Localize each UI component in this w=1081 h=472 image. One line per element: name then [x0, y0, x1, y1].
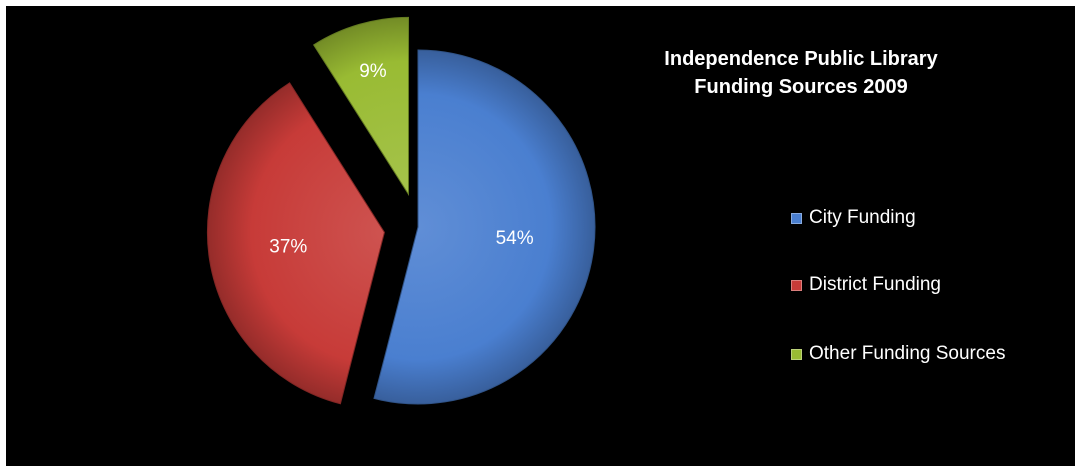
legend-item-district-funding: District Funding [791, 273, 941, 297]
legend-swatch-other-funding [791, 348, 802, 360]
chart-title-line-1: Independence Public Library [664, 48, 938, 70]
pie-chart: 54% 37% 9% [206, 16, 596, 405]
pie-slice-district-funding [206, 82, 385, 405]
legend-item-other-funding: Other Funding Sources [791, 342, 1005, 366]
chart-title: Independence Public Library Funding Sour… [606, 45, 996, 101]
legend-item-city-funding: City Funding [791, 206, 916, 230]
legend-swatch-city-funding [791, 212, 802, 224]
data-label-district-funding: 37% [269, 237, 307, 258]
data-label-city-funding: 54% [496, 228, 534, 249]
chart-title-line-2: Funding Sources 2009 [694, 76, 908, 98]
data-label-other-funding: 9% [359, 61, 387, 82]
pie-slice-city-funding [373, 49, 596, 405]
legend-label-district-funding: District Funding [809, 274, 941, 295]
legend-label-other-funding: Other Funding Sources [809, 343, 1006, 364]
pie-slice-other-funding [312, 16, 410, 197]
legend-label-city-funding: City Funding [809, 207, 916, 228]
chart-area: 54% 37% 9% Independence Public Library Fun… [6, 6, 1075, 466]
legend-swatch-district-funding [791, 279, 802, 291]
